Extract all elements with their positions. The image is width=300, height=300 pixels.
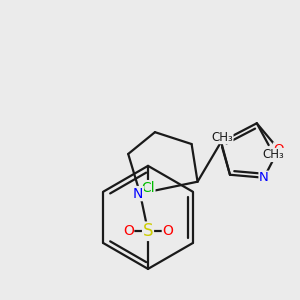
Text: N: N	[259, 171, 269, 184]
Text: CH₃: CH₃	[263, 148, 284, 161]
Text: CH₃: CH₃	[211, 130, 233, 144]
Text: O: O	[123, 224, 134, 238]
Text: S: S	[143, 222, 153, 240]
Text: O: O	[162, 224, 173, 238]
Text: N: N	[133, 187, 143, 201]
Text: O: O	[273, 143, 284, 156]
Text: Cl: Cl	[141, 181, 155, 195]
